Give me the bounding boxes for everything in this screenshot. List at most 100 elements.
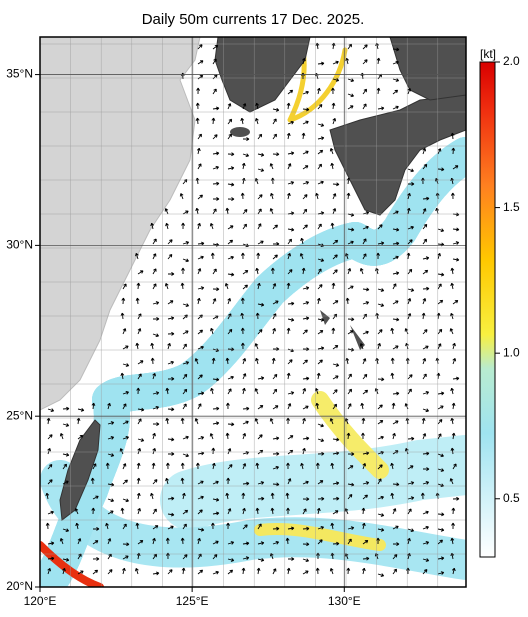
current-arrow (209, 223, 214, 230)
current-arrow (437, 148, 442, 155)
current-arrow (152, 432, 156, 440)
current-arrow (302, 316, 310, 321)
map-frame (39, 36, 467, 588)
current-arrow (269, 208, 274, 215)
current-arrow (347, 43, 353, 50)
current-arrow (152, 372, 156, 380)
current-arrow (105, 522, 109, 530)
current-arrow (212, 165, 219, 170)
current-arrow (317, 103, 323, 110)
current-arrow (227, 464, 233, 470)
current-arrow (302, 558, 310, 563)
current-arrow (377, 224, 383, 230)
current-arrow (376, 87, 381, 95)
current-arrow (242, 541, 250, 546)
current-arrow (362, 225, 369, 230)
current-arrow (317, 496, 325, 501)
current-arrow (242, 420, 249, 425)
current-arrow (225, 207, 230, 215)
current-arrow (227, 422, 235, 427)
current-arrow (120, 507, 125, 515)
current-arrow (392, 241, 400, 246)
current-arrow (362, 59, 368, 65)
current-arrow (287, 478, 292, 485)
current-arrow (194, 358, 199, 365)
current-arrow (165, 462, 170, 470)
current-arrow (197, 133, 202, 140)
current-arrow (241, 567, 246, 575)
current-arrow (182, 314, 188, 320)
current-arrow (227, 225, 234, 230)
current-arrow (302, 570, 309, 575)
current-arrow (227, 152, 235, 157)
current-arrow (210, 387, 214, 395)
current-arrow (152, 553, 158, 560)
current-arrow (152, 537, 156, 545)
current-arrow (451, 147, 456, 155)
current-arrow (317, 87, 321, 95)
current-arrow (422, 256, 430, 261)
current-arrow (287, 317, 295, 322)
current-arrow (407, 374, 413, 380)
current-arrow (422, 391, 430, 395)
current-arrow (362, 481, 370, 485)
current-arrow (317, 211, 325, 216)
current-arrow (210, 327, 214, 335)
current-arrow (317, 223, 322, 230)
current-arrow (452, 227, 460, 232)
current-arrow (407, 192, 411, 200)
current-arrow (137, 438, 145, 442)
current-arrow (347, 330, 354, 335)
current-arrow (332, 313, 338, 320)
current-arrow (330, 522, 335, 530)
x-tick-label: 120°E (24, 594, 57, 608)
current-arrow (377, 573, 385, 577)
current-arrow (77, 434, 84, 440)
current-arrow (136, 387, 141, 395)
current-arrow (302, 57, 306, 65)
current-arrow (76, 417, 81, 425)
current-arrow (227, 313, 232, 320)
current-arrow (47, 479, 53, 485)
current-arrow (346, 192, 351, 200)
current-arrow (302, 150, 309, 155)
current-arrow (212, 151, 220, 156)
current-arrow (242, 463, 247, 470)
current-arrow (242, 556, 250, 561)
current-arrow (152, 422, 160, 426)
current-arrow (257, 133, 263, 140)
current-arrow (317, 268, 322, 275)
current-arrow (287, 252, 292, 260)
current-arrow (286, 507, 290, 515)
current-arrow (286, 372, 291, 380)
current-arrow (152, 479, 158, 485)
current-arrow (225, 492, 230, 500)
current-arrow (302, 387, 307, 395)
current-arrow (240, 252, 245, 260)
current-arrow (152, 301, 160, 305)
current-arrow (227, 182, 235, 187)
current-arrow (392, 210, 399, 215)
current-arrow (392, 47, 400, 52)
current-arrow (347, 465, 354, 470)
current-arrow (451, 567, 456, 575)
current-arrow (437, 328, 443, 335)
current-arrow (452, 165, 459, 170)
current-arrow (422, 569, 428, 575)
current-arrow (150, 342, 155, 350)
current-arrow (437, 343, 442, 350)
current-arrow (392, 420, 399, 425)
current-arrow (287, 192, 291, 200)
current-arrow (377, 464, 383, 470)
current-arrow (227, 328, 233, 335)
current-arrow (197, 403, 202, 410)
current-arrow (392, 105, 399, 110)
current-arrow (377, 288, 385, 292)
current-arrow (317, 539, 323, 545)
current-arrow (392, 271, 400, 276)
current-arrow (197, 44, 203, 50)
current-arrow (152, 571, 160, 576)
current-arrow (165, 477, 169, 485)
current-arrow (256, 282, 261, 290)
current-arrow (422, 510, 429, 515)
